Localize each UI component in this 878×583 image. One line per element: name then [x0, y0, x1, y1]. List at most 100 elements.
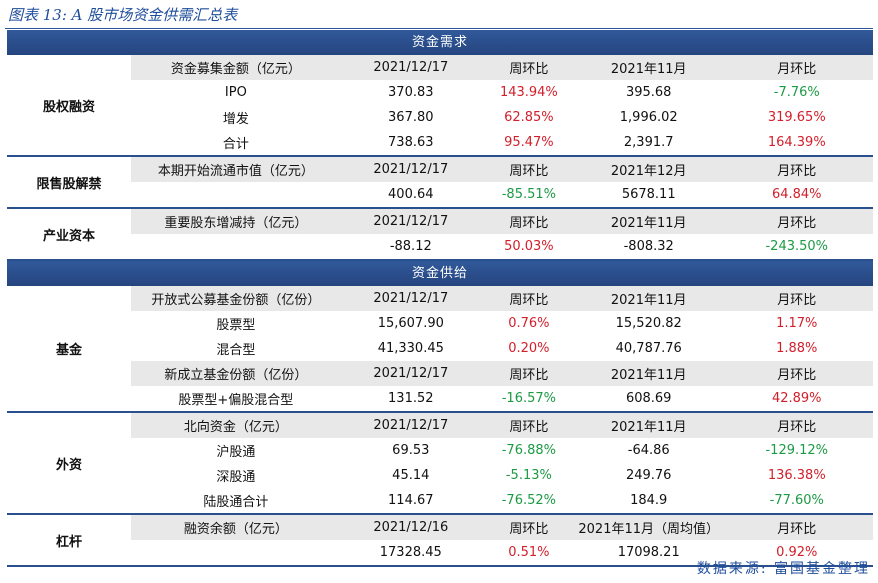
section-header: 资金供给 [7, 261, 873, 286]
group-label: 外资 [55, 457, 82, 473]
row-label-cell: 融资余额（亿元） [183, 522, 288, 537]
table-row: 400.64 -85.51% 5678.11 64.84% [131, 182, 873, 207]
month-value-cell: 15,520.82 [615, 316, 682, 331]
week-change-cell: 50.03% [504, 239, 554, 254]
latest-value-cell: 738.63 [388, 135, 434, 150]
month-change-cell: 319.65% [767, 110, 826, 125]
latest-value-cell: 41,330.45 [377, 341, 444, 356]
group-label: 基金 [55, 343, 82, 358]
group-label: 限售股解禁 [36, 176, 102, 192]
latest-value-cell: 17328.45 [379, 545, 442, 560]
row-label-cell: 股票型+偏股混合型 [178, 393, 294, 408]
latest-value-cell: 370.83 [388, 85, 434, 100]
table-row: IPO 370.83 143.94% 395.68 -7.76% [131, 80, 873, 105]
month-value-cell: 2021年11月 [610, 420, 687, 435]
title-divider [5, 28, 873, 29]
month-value-cell: 2021年11月 [610, 62, 687, 77]
month-value-cell: 40,787.76 [615, 341, 682, 356]
week-change-cell: 周环比 [509, 420, 549, 435]
row-label-cell: 股票型 [216, 318, 256, 333]
group-rows: 重要股东增减持（亿元） 2021/12/17 周环比 2021年11月 月环比 -88.1… [131, 209, 873, 259]
month-change-cell: 164.39% [767, 135, 826, 150]
table-row: 深股通 45.14 -5.13% 249.76 136.38% [131, 463, 873, 488]
table-row: 合计 738.63 95.47% 2,391.7 164.39% [131, 130, 873, 155]
month-change-cell: -7.76% [773, 85, 820, 100]
row-label-cell: 本期开始流通市值（亿元） [157, 164, 314, 179]
group-rows: 资金募集金额（亿元） 2021/12/17 周环比 2021年11月 月环比 IPO 370… [131, 55, 873, 155]
week-change-cell: 0.51% [508, 545, 550, 560]
group-rows: 开放式公募基金份额（亿份） 2021/12/17 周环比 2021年11月 月环比 股票型… [131, 286, 873, 411]
header-row: 北向资金（亿元） 2021/12/17 周环比 2021年11月 月环比 [131, 413, 873, 438]
row-label-cell: 深股通 [216, 470, 256, 485]
table-group: 基金 开放式公募基金份额（亿份） 2021/12/17 周环比 2021年11月 月环比股… [7, 286, 873, 413]
week-change-cell: 0.76% [508, 316, 550, 331]
month-change-cell: 1.17% [776, 316, 818, 331]
table-group: 外资 北向资金（亿元） 2021/12/17 周环比 2021年11月 月环比 沪股通 69.… [7, 413, 873, 515]
week-change-cell: -16.57% [501, 391, 556, 406]
table-row: 陆股通合计 114.67 -76.52% 184.9 -77.60% [131, 488, 873, 513]
row-label-cell: 增发 [222, 112, 249, 127]
week-change-cell: -85.51% [501, 187, 556, 202]
latest-value-cell: 2021/12/17 [373, 214, 449, 229]
month-change-cell: 月环比 [777, 164, 817, 179]
month-value-cell: -808.32 [623, 239, 674, 254]
data-source-note: 数据来源: 富国基金整理 [696, 561, 870, 577]
latest-value-cell: 15,607.90 [377, 316, 444, 331]
month-value-cell: 184.9 [630, 493, 668, 508]
week-change-cell: 0.20% [508, 341, 550, 356]
week-change-cell: 周环比 [509, 62, 549, 77]
table-group: 产业资本 重要股东增减持（亿元） 2021/12/17 周环比 2021年11月 月环比 -… [7, 209, 873, 261]
section-header: 资金需求 [7, 30, 873, 55]
table-row: 沪股通 69.53 -76.88% -64.86 -129.12% [131, 438, 873, 463]
month-value-cell: -64.86 [627, 443, 670, 458]
month-value-cell: 1,996.02 [619, 110, 678, 125]
month-change-cell: 月环比 [777, 368, 817, 383]
week-change-cell: 62.85% [504, 110, 554, 125]
latest-value-cell: 69.53 [392, 443, 430, 458]
month-change-cell: -77.60% [769, 493, 824, 508]
month-change-cell: 136.38% [767, 468, 826, 483]
month-change-cell: 42.89% [771, 391, 822, 406]
group-label: 杠杆 [55, 534, 82, 550]
week-change-cell: 143.94% [499, 85, 558, 100]
header-row: 开放式公募基金份额（亿份） 2021/12/17 周环比 2021年11月 月环比 [131, 286, 873, 311]
table-group: 股权融资 资金募集金额（亿元） 2021/12/17 周环比 2021年11月 月环比 IP… [7, 55, 873, 157]
week-change-cell: 周环比 [509, 164, 549, 179]
month-value-cell: 2021年11月 [610, 293, 687, 308]
latest-value-cell: 2021/12/17 [373, 162, 449, 177]
week-change-cell: -76.88% [501, 443, 556, 458]
latest-value-cell: 114.67 [388, 493, 434, 508]
week-change-cell: 周环比 [509, 368, 549, 383]
row-label-cell: IPO [224, 85, 247, 100]
month-value-cell: 2021年11月 [610, 368, 687, 383]
row-label-cell: 合计 [222, 137, 249, 152]
table-row: 股票型 15,607.90 0.76% 15,520.82 1.17% [131, 311, 873, 336]
month-value-cell: 2021年12月 [610, 164, 687, 179]
month-change-cell: 月环比 [777, 62, 817, 77]
table-row: -88.12 50.03% -808.32 -243.50% [131, 234, 873, 259]
week-change-cell: 周环比 [509, 216, 549, 231]
header-row: 新成立基金份额（亿份） 2021/12/17 周环比 2021年11月 月环比 [131, 361, 873, 386]
row-label-cell: 北向资金（亿元） [183, 420, 288, 435]
month-value-cell: 5678.11 [621, 187, 676, 202]
month-change-cell: 月环比 [777, 420, 817, 435]
group-rows: 本期开始流通市值（亿元） 2021/12/17 周环比 2021年12月 月环比 400.… [131, 157, 873, 207]
month-value-cell: 17098.21 [617, 545, 680, 560]
week-change-cell: 95.47% [504, 135, 554, 150]
row-label-cell: 开放式公募基金份额（亿份） [151, 293, 321, 308]
month-change-cell: -129.12% [765, 443, 829, 458]
month-value-cell: 395.68 [625, 85, 672, 100]
month-change-cell: 月环比 [777, 522, 817, 537]
figure-title: 图表 13: A 股市场资金供需汇总表 [8, 6, 238, 24]
week-change-cell: -5.13% [505, 468, 552, 483]
latest-value-cell: 400.64 [388, 187, 434, 202]
table-row: 增发 367.80 62.85% 1,996.02 319.65% [131, 105, 873, 130]
latest-value-cell: 45.14 [392, 468, 430, 483]
group-rows: 融资余额（亿元） 2021/12/16 周环比 2021年11月（周均值） 月环比 173… [131, 515, 873, 565]
latest-value-cell: -88.12 [389, 239, 432, 254]
month-value-cell: 2021年11月（周均值） [578, 522, 720, 537]
group-rows: 北向资金（亿元） 2021/12/17 周环比 2021年11月 月环比 沪股通 69.53… [131, 413, 873, 513]
month-change-cell: 1.88% [776, 341, 818, 356]
latest-value-cell: 2021/12/17 [373, 418, 449, 433]
week-change-cell: 周环比 [509, 293, 549, 308]
